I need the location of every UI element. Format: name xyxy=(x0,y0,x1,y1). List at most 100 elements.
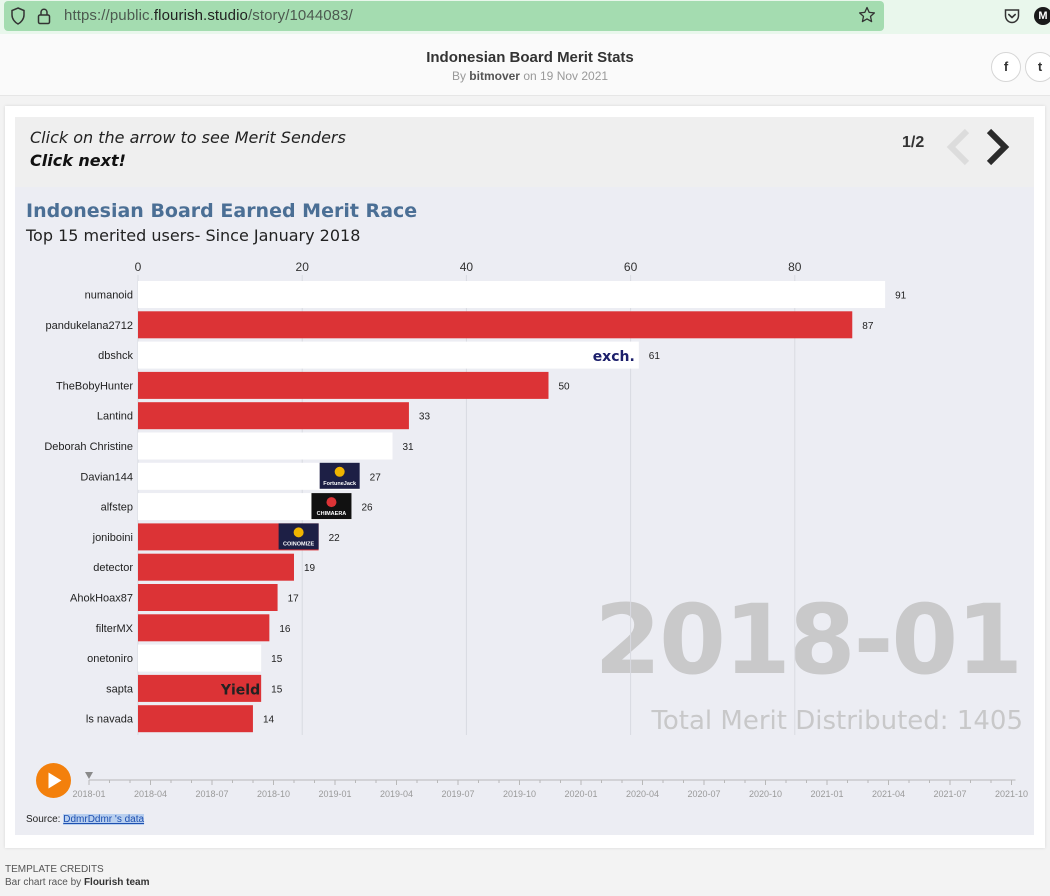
timeline-label: 2020-04 xyxy=(626,789,659,799)
story-title: Indonesian Board Merit Stats xyxy=(426,49,634,66)
credits-team-link[interactable]: Flourish team xyxy=(83,877,150,888)
bar xyxy=(138,584,278,611)
sponsor-logo-text: FortuneJack xyxy=(323,481,357,487)
template-credits: TEMPLATE CREDITS Bar chart race by Flour… xyxy=(5,863,150,889)
timeline-handle[interactable] xyxy=(85,772,93,779)
timeline-label: 2019-10 xyxy=(503,789,536,799)
twitter-share-button[interactable]: t xyxy=(1025,52,1050,82)
address-bar[interactable] xyxy=(4,1,884,31)
source-prefix: Source: xyxy=(26,814,61,825)
previous-slide-button[interactable] xyxy=(943,127,973,167)
bar-category-label: Davian144 xyxy=(80,471,133,483)
author-name[interactable]: bitmover xyxy=(469,69,520,83)
url-path: /story/1044083/ xyxy=(247,7,353,24)
bar-category-label: AhokHoax87 xyxy=(70,593,133,605)
url-text[interactable]: https://public.flourish.studio/story/104… xyxy=(64,7,353,24)
bar-chart: 0 20 40 60 80 numanoid 91 pandukelana2712 87 dbsh… xyxy=(44,260,1028,799)
sponsor-logo-mark xyxy=(326,497,337,508)
bar-value-label: 50 xyxy=(559,381,571,392)
chart-subtitle: Top 15 merited users- Since January 2018 xyxy=(26,226,361,245)
bar-category-label: dbshck xyxy=(98,350,133,362)
bar-value-label: 16 xyxy=(279,624,291,635)
timeline-label: 2021-01 xyxy=(810,789,843,799)
next-slide-button[interactable] xyxy=(983,127,1013,167)
credits-line: Bar chart race by Flourish team xyxy=(5,876,150,889)
bar-value-label: 19 xyxy=(304,563,316,574)
bar-category-label: TheBobyHunter xyxy=(56,380,133,392)
bar-value-label: 27 xyxy=(370,472,382,483)
sponsor-logo: Yield xyxy=(220,682,260,698)
bar xyxy=(138,674,262,702)
chevron-right-icon xyxy=(986,128,1010,166)
bar-category-label: pandukelana2712 xyxy=(46,320,133,332)
bar xyxy=(138,705,253,733)
bar xyxy=(138,281,886,308)
bar xyxy=(138,644,262,672)
timeline-label: 2019-07 xyxy=(441,789,474,799)
timeline-label: 2021-07 xyxy=(933,789,966,799)
bar-category-label: joniboini xyxy=(92,532,133,544)
bar-value-label: 61 xyxy=(649,351,661,362)
timeline-label: 2018-04 xyxy=(134,789,167,799)
bar xyxy=(138,432,393,460)
publish-date: on 19 Nov 2021 xyxy=(523,69,609,83)
timeline-label: 2021-04 xyxy=(872,789,905,799)
timeline-label: 2020-10 xyxy=(749,789,782,799)
x-tick-label: 0 xyxy=(135,260,142,274)
timeline-label: 2019-01 xyxy=(318,789,351,799)
total-merit-label: Total Merit Distributed: 1405 xyxy=(651,706,1023,736)
chart-area: Indonesian Board Earned Merit Race Top 1… xyxy=(15,187,1034,835)
byline: By bitmover on 19 Nov 2021 xyxy=(0,69,1050,83)
bar xyxy=(138,614,270,642)
timeline-label: 2018-10 xyxy=(257,789,290,799)
bar-value-label: 33 xyxy=(419,412,431,423)
timeline-label: 2020-01 xyxy=(564,789,597,799)
bookmark-star-icon[interactable] xyxy=(858,6,876,24)
source-link[interactable]: DdmrDdmr 's data xyxy=(63,814,145,825)
slide-stepper: Click on the arrow to see Merit Senders … xyxy=(15,117,1034,187)
sponsor-logo-text: COINOMIZE xyxy=(283,541,314,547)
play-button[interactable] xyxy=(36,763,71,798)
timeline-label: 2020-07 xyxy=(687,789,720,799)
bar-category-label: sapta xyxy=(106,683,134,695)
slide-counter: 1/2 xyxy=(902,134,925,151)
bar-value-label: 15 xyxy=(271,684,283,695)
browser-toolbar: https://public.flourish.studio/story/104… xyxy=(0,0,1050,34)
bar xyxy=(138,341,639,369)
current-period-label: 2018-01 xyxy=(594,584,1023,696)
timeline-label: 2021-10 xyxy=(995,789,1028,799)
url-domain: flourish.studio xyxy=(153,7,248,24)
bar xyxy=(138,402,409,430)
bar-category-label: detector xyxy=(93,562,133,574)
facebook-share-button[interactable]: f xyxy=(991,52,1021,82)
story-header: Indonesian Board Merit Stats By bitmover… xyxy=(0,34,1050,96)
bar xyxy=(138,371,549,399)
bar-category-label: filterMX xyxy=(96,623,134,635)
bar-value-label: 14 xyxy=(263,715,275,726)
bar xyxy=(138,553,294,581)
timeline-label: 2018-01 xyxy=(72,789,105,799)
x-tick-label: 40 xyxy=(460,260,474,274)
bar-value-label: 15 xyxy=(271,654,283,665)
bar-category-label: numanoid xyxy=(85,290,133,302)
extension-icon[interactable]: M xyxy=(1034,7,1050,25)
lock-icon[interactable] xyxy=(36,7,52,25)
sponsor-logo-mark xyxy=(334,466,345,477)
slide-caption-line2: Click next! xyxy=(30,151,126,170)
sponsor-logo: exch. xyxy=(593,349,635,365)
bar-category-label: Lantind xyxy=(97,411,133,423)
shield-icon[interactable] xyxy=(10,7,26,25)
byline-prefix: By xyxy=(451,69,466,83)
bar-category-label: onetoniro xyxy=(87,653,133,665)
bar xyxy=(138,311,853,339)
bar-value-label: 31 xyxy=(403,442,415,453)
url-prefix: https://public. xyxy=(64,7,154,24)
slide-caption-line1: Click on the arrow to see Merit Senders xyxy=(30,128,346,147)
chart-title: Indonesian Board Earned Merit Race xyxy=(26,200,418,222)
bar-value-label: 87 xyxy=(862,321,874,332)
bar-category-label: alfstep xyxy=(101,502,133,514)
play-icon xyxy=(48,772,62,789)
credits-prefix: Bar chart race by xyxy=(5,877,82,888)
pocket-icon[interactable] xyxy=(1003,7,1021,25)
bar-category-label: ls navada xyxy=(86,714,134,726)
